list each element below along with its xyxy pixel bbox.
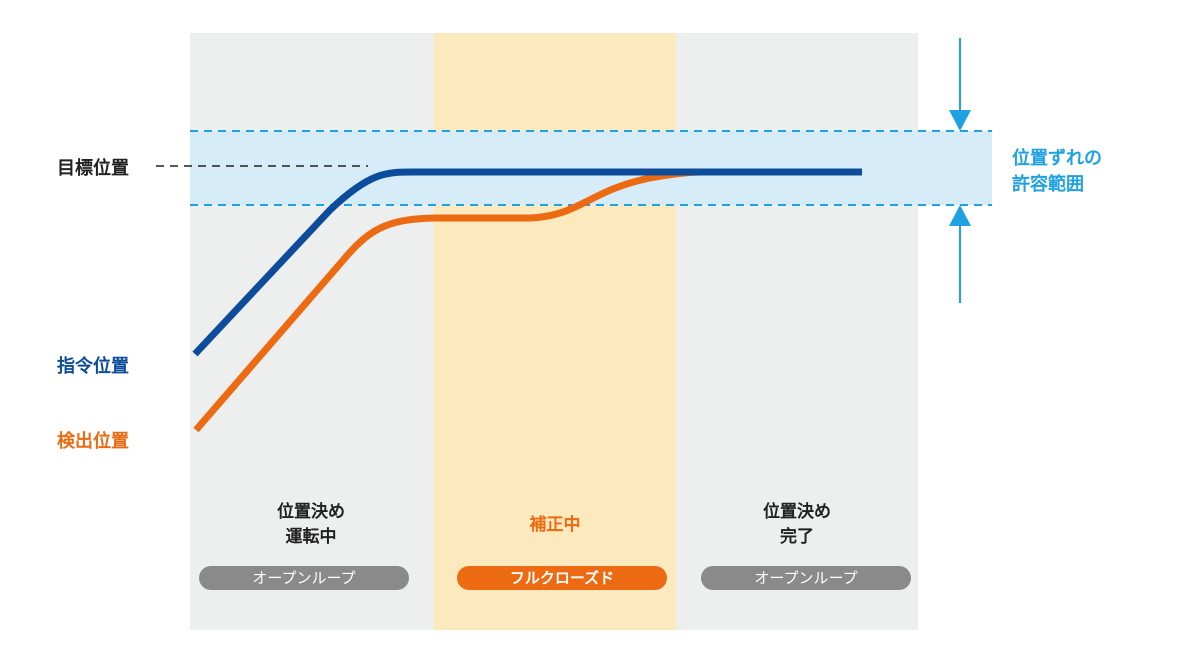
command-position-line: [192, 168, 862, 357]
mode-pill-full-closed: フルクローズド: [457, 566, 667, 590]
phase-title-line: 運転中: [285, 527, 337, 547]
tolerance-arrow-up-head: [949, 205, 971, 226]
tolerance-band: [190, 131, 992, 205]
tolerance-label-line-1: 位置ずれの: [1012, 148, 1102, 169]
phase-title-correcting: 補正中: [434, 513, 676, 538]
tolerance-label-line-2: 許容範囲: [1012, 174, 1084, 195]
target-position-label: 目標位置: [57, 158, 129, 179]
phase-bg-full-closed-correcting: [434, 33, 676, 630]
command-position-label: 指令位置: [57, 356, 129, 377]
phase-title-line: 完了: [780, 527, 814, 547]
phase-title-line: 位置決め: [277, 502, 345, 522]
mode-pill-open-loop: オープンループ: [199, 566, 409, 590]
mode-pill-open-loop: オープンループ: [701, 566, 911, 590]
phase-title-line: 補正中: [529, 515, 581, 535]
phase-title-line: 位置決め: [763, 502, 831, 522]
tolerance-arrow-down-head: [949, 110, 971, 131]
phase-title-positioning-complete: 位置決め 完了: [676, 500, 918, 550]
tolerance-label: 位置ずれの 許容範囲: [1012, 146, 1102, 198]
detected-position-label: 検出位置: [57, 431, 129, 452]
phase-title-open-loop-running: 位置決め 運転中: [190, 500, 432, 550]
